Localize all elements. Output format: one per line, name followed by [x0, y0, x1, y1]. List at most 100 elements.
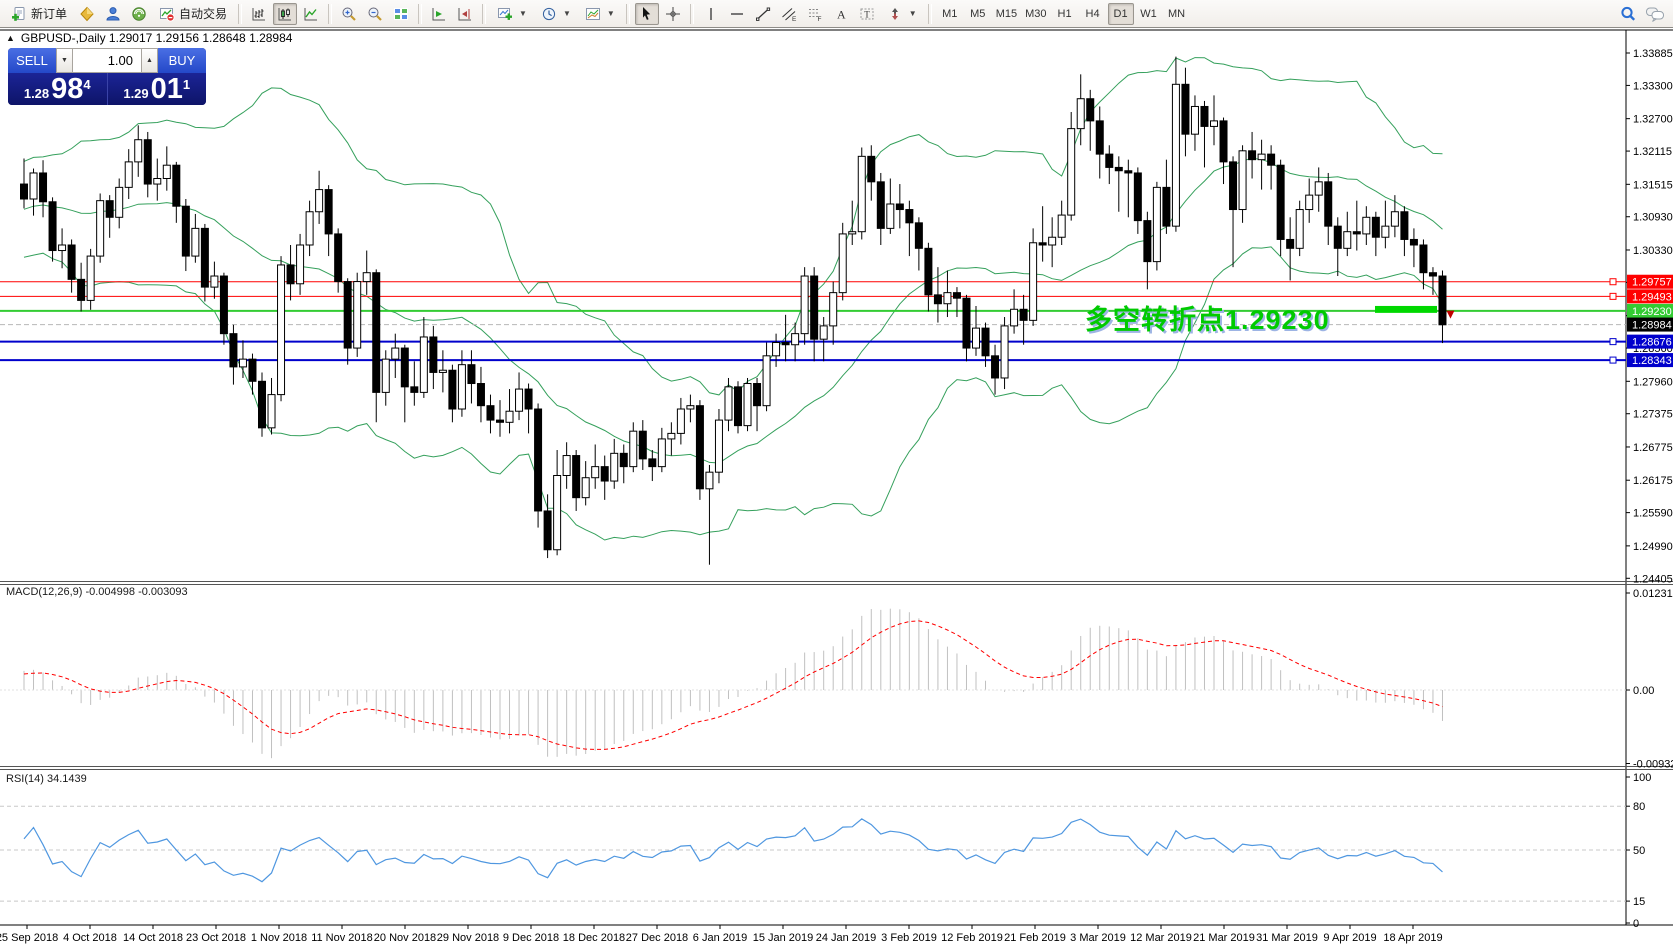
date-label: 3 Mar 2019	[1070, 932, 1126, 944]
price-line-handle[interactable]	[1609, 338, 1617, 346]
svg-text:1.27375: 1.27375	[1633, 409, 1673, 421]
svg-text:15: 15	[1633, 896, 1645, 908]
svg-text:50: 50	[1633, 845, 1645, 857]
svg-text:1.31515: 1.31515	[1633, 179, 1673, 191]
timeframe-d1[interactable]: D1	[1107, 2, 1134, 25]
date-label: 31 Mar 2019	[1256, 932, 1318, 944]
date-label: 20 Nov 2018	[374, 932, 436, 944]
svg-text:1.30330: 1.30330	[1633, 245, 1673, 257]
timeframe-w1[interactable]: W1	[1140, 7, 1157, 20]
indicators-button[interactable]: ▼	[491, 3, 533, 25]
svg-text:1.29493: 1.29493	[1632, 291, 1672, 303]
chart-title-bar: ▲ GBPUSD-,Daily 1.29017 1.29156 1.28648 …	[6, 31, 292, 45]
date-label: 27 Dec 2018	[626, 932, 688, 944]
autotrading-button[interactable]: 自动交易	[153, 3, 233, 25]
vertical-line-button[interactable]	[699, 3, 723, 25]
auto-scroll-icon	[431, 6, 447, 22]
price-line-handle[interactable]	[1609, 292, 1617, 300]
navigator-icon	[105, 6, 121, 22]
chevron-down-icon: ▼	[562, 9, 571, 18]
one-click-trade-panel: SELL ▼ ▲ BUY 1.28 98 4 1.29 01 1	[8, 48, 206, 105]
chevron-down-icon: ▼	[908, 9, 917, 18]
tile-windows-icon	[393, 6, 409, 22]
date-label: 4 Oct 2018	[63, 932, 117, 944]
timeframe-m1[interactable]: M1	[942, 7, 958, 20]
date-label: 18 Apr 2019	[1383, 932, 1442, 944]
price-line-handle[interactable]	[1609, 356, 1617, 364]
volume-up-stepper[interactable]: ▲	[141, 48, 158, 73]
crosshair-button[interactable]	[661, 3, 685, 25]
svg-text:1.28984: 1.28984	[1632, 320, 1672, 332]
zoom-in-button[interactable]	[337, 3, 361, 25]
bar-chart-button[interactable]	[247, 3, 271, 25]
chart-shift-icon	[457, 6, 473, 22]
toolbar-separator	[418, 3, 423, 24]
tile-windows-button[interactable]	[389, 3, 413, 25]
arrows-button[interactable]: ▼	[881, 3, 923, 25]
toolbar-separator	[927, 3, 932, 24]
date-label: 9 Apr 2019	[1323, 932, 1376, 944]
candlestick-chart-button[interactable]	[273, 2, 298, 25]
search-button[interactable]	[1616, 3, 1640, 25]
svg-text:E: E	[792, 16, 797, 22]
market-watch-button[interactable]	[75, 3, 99, 25]
zoom-out-button[interactable]	[363, 3, 387, 25]
text-icon: A	[833, 6, 849, 22]
timeframe-h4[interactable]: H4	[1085, 7, 1100, 20]
chat-icon	[1645, 5, 1665, 23]
equidistant-channel-button[interactable]: E	[777, 3, 801, 25]
timeframe-h1[interactable]: H1	[1057, 7, 1072, 20]
svg-text:1.28676: 1.28676	[1632, 337, 1672, 349]
periods-button[interactable]: ▼	[535, 3, 577, 25]
sell-price-small: 1.28	[23, 85, 50, 101]
date-label: 21 Mar 2019	[1193, 932, 1255, 944]
signals-button[interactable]	[127, 3, 151, 25]
text-button[interactable]: A	[829, 3, 853, 25]
candlesticks	[20, 56, 1447, 565]
rsi-line	[23, 818, 1443, 883]
trendline-button[interactable]	[751, 3, 775, 25]
signals-icon	[131, 6, 147, 22]
date-label: 6 Jan 2019	[693, 932, 747, 944]
date-label: 1 Nov 2018	[251, 932, 307, 944]
text-label-button[interactable]: T	[855, 3, 879, 25]
date-label: 9 Dec 2018	[503, 932, 559, 944]
cursor-button[interactable]	[634, 2, 659, 25]
sell-price-sup: 4	[83, 77, 91, 92]
line-chart-button[interactable]	[299, 3, 323, 25]
horizontal-line-button[interactable]	[725, 3, 749, 25]
svg-text:F: F	[817, 16, 821, 22]
chart-canvas: 1.33885 1.33300 1.32700 1.32115 1.31515 1.309…	[0, 29, 1673, 944]
highlight-zone	[1375, 305, 1437, 313]
chart-shift-button[interactable]	[453, 3, 477, 25]
sell-price[interactable]: 1.28 98 4	[8, 73, 107, 105]
sell-button[interactable]: SELL	[8, 48, 56, 73]
new-order-button[interactable]: 新订单	[5, 3, 73, 25]
svg-text:100: 100	[1633, 772, 1651, 784]
chat-button[interactable]	[1642, 3, 1668, 25]
svg-text:1.24405: 1.24405	[1633, 573, 1673, 585]
svg-text:0.012312: 0.012312	[1633, 588, 1673, 600]
volume-input[interactable]	[73, 48, 141, 73]
price-line-handle[interactable]	[1609, 278, 1617, 286]
templates-button[interactable]: ▼	[579, 3, 621, 25]
date-label: 15 Jan 2019	[753, 932, 814, 944]
timeframe-mn[interactable]: MN	[1167, 7, 1186, 20]
arrows-icon	[887, 6, 903, 22]
fibonacci-button[interactable]: F	[803, 3, 827, 25]
date-label: 24 Jan 2019	[816, 932, 877, 944]
buy-price[interactable]: 1.29 01 1	[106, 73, 207, 105]
new-order-label: 新订单	[31, 7, 68, 21]
timeframe-m30[interactable]: M30	[1025, 7, 1047, 20]
auto-scroll-button[interactable]	[427, 3, 451, 25]
collapse-icon[interactable]: ▲	[6, 33, 15, 43]
rsi-indicator-label: RSI(14) 34.1439	[6, 773, 87, 785]
svg-text:1.28343: 1.28343	[1632, 355, 1672, 367]
navigator-button[interactable]	[101, 3, 125, 25]
timeframe-m5[interactable]: M5	[970, 7, 986, 20]
timeframe-m15[interactable]: M15	[995, 7, 1018, 20]
toolbar-separator	[625, 3, 630, 24]
buy-button[interactable]: BUY	[158, 48, 206, 73]
volume-down-stepper[interactable]: ▼	[56, 48, 73, 73]
toolbar: 新订单 自动交易 ▼ ▼	[0, 0, 1673, 28]
